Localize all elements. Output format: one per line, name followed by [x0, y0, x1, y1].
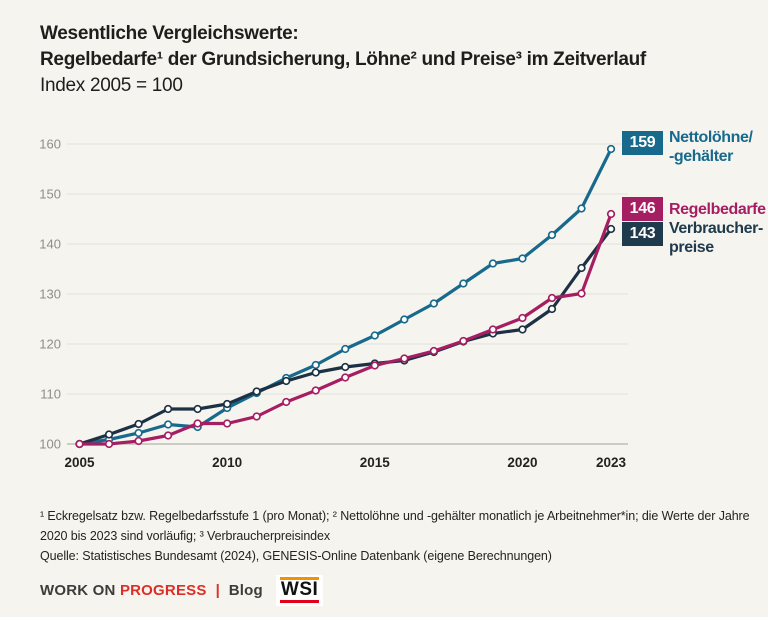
y-tick-label: 100	[39, 437, 61, 452]
x-tick-label: 2023	[596, 455, 627, 470]
chart-point-nettoloehne	[370, 331, 379, 340]
chart-title-block: Wesentliche Vergleichswerte: Regelbedarf…	[40, 21, 646, 99]
y-tick-label: 110	[40, 387, 61, 402]
wsi-logo[interactable]: WSI	[275, 574, 324, 606]
chart-point-nettoloehne	[134, 428, 143, 438]
chart-point-verbraucherpreise	[104, 430, 114, 439]
chart-point-verbraucherpreise	[311, 368, 320, 377]
footer-blog-link[interactable]: Blog	[228, 581, 263, 599]
chart-point-nettoloehne	[518, 254, 527, 263]
chart-point-verbraucherpreise	[282, 376, 291, 386]
chart-point-regelbedarfe	[193, 419, 202, 428]
chart-point-regelbedarfe	[577, 289, 586, 298]
chart-point-regelbedarfe	[518, 313, 527, 323]
chart-point-nettoloehne	[459, 279, 468, 288]
chart-title-line1: Wesentliche Vergleichswerte:	[40, 23, 299, 44]
y-tick-label: 130	[39, 287, 61, 302]
x-tick-label: 2005	[64, 455, 95, 470]
chart-point-regelbedarfe	[252, 412, 261, 421]
chart-point-regelbedarfe	[606, 209, 616, 219]
chart-point-verbraucherpreise	[577, 263, 586, 273]
chart-point-verbraucherpreise	[134, 419, 143, 429]
chart-point-regelbedarfe	[75, 439, 84, 449]
chart-point-verbraucherpreise	[193, 404, 202, 414]
chart-point-regelbedarfe	[547, 293, 557, 303]
series-label-regelbedarfe: Regelbedarfe	[669, 201, 766, 218]
chart-point-verbraucherpreise	[547, 304, 557, 314]
chart-point-regelbedarfe	[311, 386, 320, 395]
footer-brand-progress: PROGRESS	[119, 581, 207, 599]
chart-point-regelbedarfe	[222, 419, 232, 428]
chart-point-regelbedarfe	[459, 336, 468, 346]
footer: WORK ON PROGRESS | Blog WSI	[40, 574, 324, 606]
chart-point-nettoloehne	[341, 344, 350, 354]
footer-separator: |	[215, 581, 220, 599]
chart-point-regelbedarfe	[163, 431, 173, 440]
chart-point-nettoloehne	[429, 299, 439, 308]
series-label-nettoloehne: Nettolöhne/ -gehälter	[669, 129, 753, 165]
chart-point-regelbedarfe	[341, 373, 350, 382]
chart-point-verbraucherpreise	[163, 404, 173, 414]
footnotes-block: ¹ Eckregelsatz bzw. Regelbedarfsstufe 1 …	[40, 506, 752, 566]
chart-line-verbraucherpreise	[77, 227, 613, 446]
footnote-text: ¹ Eckregelsatz bzw. Regelbedarfsstufe 1 …	[40, 509, 750, 543]
chart-line-regelbedarfe	[77, 212, 613, 446]
chart-point-nettoloehne	[547, 230, 557, 240]
chart-point-verbraucherpreise	[341, 362, 350, 372]
chart-point-nettoloehne	[311, 360, 320, 370]
y-tick-label: 140	[39, 237, 61, 252]
wsi-logo-top-bar	[279, 576, 320, 580]
value-badge-verbraucherpreise: 143	[622, 222, 663, 246]
footer-brand: WORK ON PROGRESS	[40, 582, 207, 599]
y-tick-label: 120	[39, 337, 61, 352]
chart-point-nettoloehne	[400, 315, 409, 324]
value-badge-nettoloehne: 159	[622, 131, 663, 155]
chart-title-line2: Regelbedarfe¹ der Grundsicherung, Löhne²…	[40, 49, 646, 70]
chart-point-regelbedarfe	[370, 361, 379, 370]
chart-point-nettoloehne	[577, 204, 586, 213]
chart-point-nettoloehne	[163, 420, 173, 429]
chart-point-nettoloehne	[606, 144, 616, 154]
chart-point-verbraucherpreise	[518, 325, 527, 334]
chart-point-verbraucherpreise	[252, 387, 261, 396]
chart-point-regelbedarfe	[488, 325, 498, 334]
x-tick-label: 2010	[212, 455, 242, 470]
footer-brand-work-on: WORK ON	[40, 581, 116, 599]
chart-point-regelbedarfe	[282, 397, 291, 407]
chart-subtitle: Index 2005 = 100	[40, 75, 183, 96]
chart-point-verbraucherpreise	[606, 224, 616, 234]
chart-point-regelbedarfe	[400, 354, 409, 363]
chart-point-verbraucherpreise	[222, 399, 232, 409]
chart-point-regelbedarfe	[104, 439, 114, 449]
x-tick-label: 2015	[360, 455, 391, 470]
x-tick-label: 2020	[507, 455, 537, 470]
wsi-logo-text: WSI	[280, 578, 319, 600]
series-label-verbraucherpreise: Verbraucher- preise	[669, 220, 763, 256]
chart-point-regelbedarfe	[134, 436, 143, 446]
chart-point-regelbedarfe	[429, 346, 439, 356]
y-tick-label: 160	[39, 137, 61, 152]
wsi-logo-bottom-bar	[279, 599, 320, 603]
y-tick-label: 150	[39, 187, 61, 202]
value-badge-regelbedarfe: 146	[622, 197, 663, 221]
chart-line-nettoloehne	[77, 147, 613, 446]
source-text: Quelle: Statistisches Bundesamt (2024), …	[40, 549, 552, 563]
chart-point-nettoloehne	[488, 259, 498, 268]
